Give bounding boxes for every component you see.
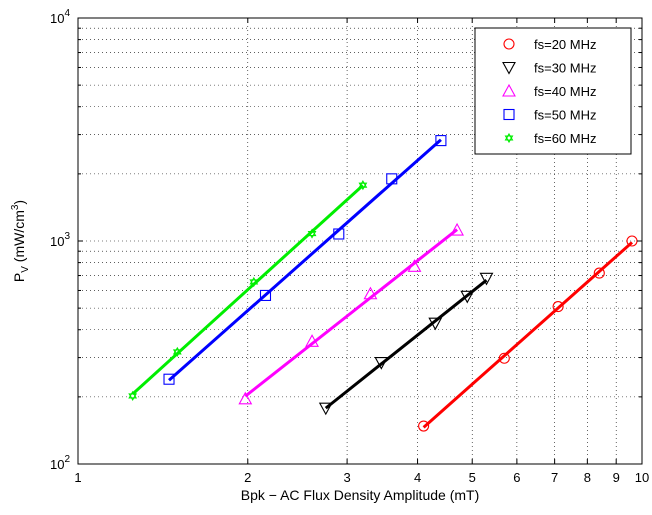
series-line-fs-20-mhz [422, 241, 633, 429]
legend-item-fs-60-mhz: fs=60 MHz [504, 131, 597, 146]
series-line-fs-50-mhz [168, 138, 442, 382]
legend-label: fs=60 MHz [534, 131, 597, 146]
x-tick-label: 5 [469, 470, 476, 485]
data-point-fs-40-mhz [450, 222, 464, 236]
series-fs-30-mhz [318, 272, 494, 416]
legend-item-fs-40-mhz: fs=40 MHz [502, 83, 597, 99]
x-tick-label: 10 [635, 470, 649, 485]
data-point-fs-60-mhz [172, 346, 182, 358]
data-point-fs-60-mhz [128, 390, 138, 402]
ticks [77, 18, 643, 465]
y-tick-exponent: 3 [64, 231, 70, 242]
data-point-fs-50-mhz [259, 289, 272, 301]
data-point-fs-50-mhz [333, 228, 345, 240]
data-point-fs-60-mhz [249, 276, 259, 288]
legend-marker-fs-50-mhz [503, 108, 515, 121]
data-point-fs-60-mhz-part [358, 182, 368, 191]
x-tick-label: 3 [343, 470, 350, 485]
data-point-fs-30-mhz [318, 402, 333, 416]
data-point-fs-60-mhz-part [172, 349, 182, 358]
legend-marker-fs-40-mhz [502, 83, 516, 97]
data-point-fs-50-mhz [386, 173, 398, 185]
data-point-fs-60-mhz-part [128, 390, 138, 399]
y-tick-exponent: 4 [64, 8, 70, 19]
data-point-fs-40-mhz [407, 259, 422, 272]
legend-marker-fs-60-mhz [504, 132, 514, 144]
legend: fs=20 MHz fs=30 MHz fs=40 MHz fs=50 MHz fs=6… [474, 27, 632, 155]
data-point-fs-30-mhz [479, 272, 494, 286]
x-tick-label: 1 [74, 470, 81, 485]
legend-label: fs=20 MHz [534, 37, 597, 52]
legend-item-fs-20-mhz: fs=20 MHz [503, 37, 597, 52]
legend-label: fs=40 MHz [534, 84, 597, 99]
x-tick-label: 6 [513, 470, 520, 485]
series-fs-60-mhz [128, 180, 368, 402]
legend-marker-fs-20-mhz [503, 38, 515, 50]
data-point-fs-40-mhz [238, 391, 253, 405]
data-point-fs-60-mhz-part [249, 276, 259, 285]
y-tick-label: 104 [50, 8, 70, 26]
legend-marker-fs-60-mhz-part [504, 132, 514, 141]
series-fs-50-mhz [163, 135, 447, 385]
y-axis-label: PV (mW/cm3) [10, 200, 31, 282]
data-point-fs-40-mhz [363, 286, 378, 300]
x-tick-label: 2 [244, 470, 251, 485]
data-point-fs-60-mhz-part [307, 228, 317, 237]
x-axis-label: Bpk − AC Flux Density Amplitude (mT) [241, 487, 479, 503]
series-line-fs-60-mhz [131, 184, 364, 396]
data-point-fs-60-mhz-part [307, 231, 317, 239]
y-axis-label-units: (mW/cm [11, 210, 27, 266]
legend-box [474, 27, 632, 155]
legend-item-fs-30-mhz: fs=30 MHz [502, 61, 597, 76]
y-tick-label: 103 [50, 231, 70, 249]
y-tick-base: 10 [50, 234, 64, 249]
y-axis-label-main: P [11, 273, 27, 282]
data-point-fs-50-mhz [163, 373, 175, 385]
y-axis-label-sup: 3 [10, 204, 21, 210]
data-point-fs-60-mhz [307, 228, 317, 239]
series-fs-40-mhz [238, 222, 464, 405]
y-tick-exponent: 2 [64, 454, 70, 465]
x-tick-label: 7 [551, 470, 558, 485]
data-point-fs-20-mhz [552, 301, 564, 313]
legend-label: fs=30 MHz [534, 61, 597, 76]
data-point-fs-60-mhz [358, 180, 368, 191]
data-point-fs-60-mhz-part [128, 393, 138, 402]
legend-marker-fs-60-mhz-part [504, 135, 514, 144]
data-point-fs-30-mhz [374, 357, 389, 370]
data-point-fs-30-mhz [460, 290, 475, 304]
data-point-fs-60-mhz-part [358, 180, 368, 188]
legend-item-fs-50-mhz: fs=50 MHz [503, 108, 597, 123]
data-point-fs-20-mhz [498, 352, 510, 364]
y-tick-base: 10 [50, 11, 64, 26]
y-tick-label: 102 [50, 454, 70, 472]
data-point-fs-40-mhz [305, 334, 319, 347]
series-line-fs-40-mhz [244, 228, 458, 398]
data-point-fs-20-mhz [418, 420, 430, 432]
x-tick-label: 9 [613, 470, 620, 485]
x-tick-label: 4 [414, 470, 421, 485]
data-point-fs-50-mhz [435, 135, 447, 147]
data-point-fs-30-mhz [428, 317, 443, 331]
y-tick-base: 10 [50, 457, 64, 472]
series-line-fs-30-mhz [324, 278, 488, 410]
y-axis-label-sub: V [20, 266, 31, 273]
data-point-fs-60-mhz-part [172, 346, 182, 355]
legend-label: fs=50 MHz [534, 108, 597, 123]
legend-marker-fs-30-mhz [502, 61, 516, 75]
x-tick-label: 8 [584, 470, 591, 485]
y-axis-label-close: ) [11, 200, 27, 205]
data-point-fs-60-mhz-part [249, 279, 259, 288]
series-layer [128, 135, 638, 432]
data-point-fs-20-mhz [593, 267, 605, 279]
